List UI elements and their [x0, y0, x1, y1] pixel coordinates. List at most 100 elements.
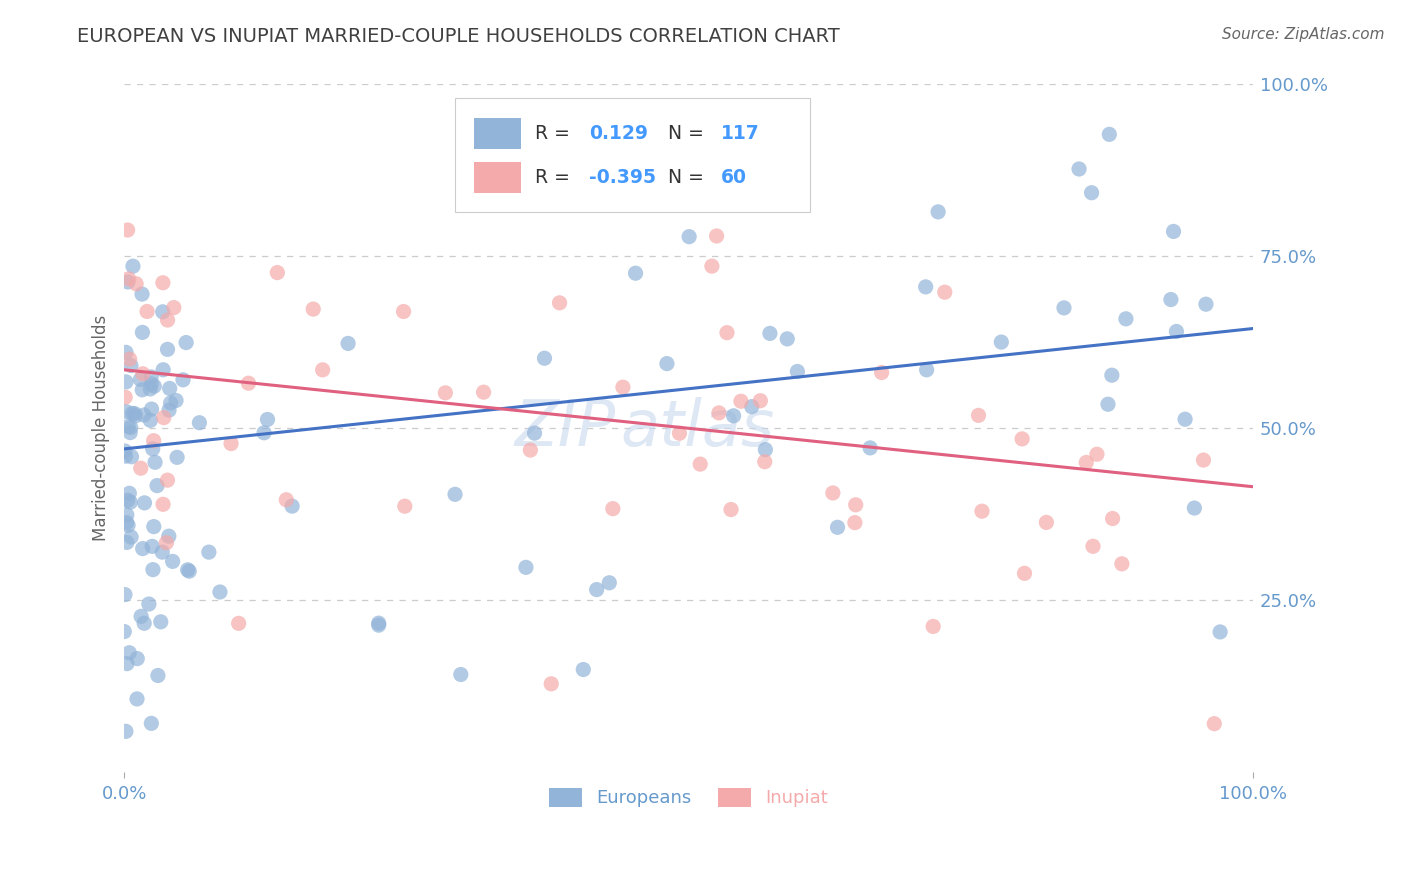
Point: [179, 564, 201, 578]
Point: [131, 326, 153, 340]
Text: 117: 117: [721, 125, 761, 144]
Point: [1160, 293, 1182, 307]
Point: [163, 301, 186, 315]
Point: [1101, 368, 1123, 383]
Point: [1209, 624, 1232, 639]
Text: R =: R =: [536, 168, 576, 186]
Point: [716, 326, 738, 340]
Point: [1081, 539, 1104, 553]
Point: [844, 516, 866, 530]
Point: [136, 304, 159, 318]
Point: [1182, 501, 1205, 516]
Point: [166, 450, 188, 465]
Point: [311, 363, 333, 377]
Point: [152, 410, 174, 425]
Point: [156, 473, 179, 487]
Point: [367, 618, 389, 632]
Point: [668, 426, 690, 441]
Point: [1097, 397, 1119, 411]
Point: [689, 457, 711, 471]
Point: [125, 692, 148, 706]
Text: N =: N =: [668, 125, 710, 144]
Point: [859, 441, 882, 455]
Point: [967, 409, 990, 423]
Point: [162, 554, 184, 568]
Point: [741, 400, 763, 414]
Point: [450, 667, 472, 681]
Point: [1098, 128, 1121, 142]
Point: [585, 582, 607, 597]
Text: atlas: atlas: [621, 397, 775, 459]
Point: [922, 619, 945, 633]
Point: [142, 434, 165, 448]
Point: [720, 502, 742, 516]
Text: -0.395: -0.395: [589, 168, 657, 186]
Point: [515, 560, 537, 574]
Point: [827, 520, 849, 534]
Point: [786, 364, 808, 378]
Point: [141, 716, 163, 731]
Point: [152, 497, 174, 511]
Point: [276, 492, 298, 507]
Point: [1067, 161, 1090, 176]
Point: [157, 529, 180, 543]
Text: EUROPEAN VS INUPIAT MARRIED-COUPLE HOUSEHOLDS CORRELATION CHART: EUROPEAN VS INUPIAT MARRIED-COUPLE HOUSE…: [77, 27, 839, 45]
Point: [114, 588, 136, 602]
Point: [115, 516, 138, 530]
Point: [131, 287, 153, 301]
Point: [572, 663, 595, 677]
Point: [219, 436, 242, 450]
Point: [143, 379, 166, 393]
Y-axis label: Married-couple Households: Married-couple Households: [93, 315, 110, 541]
Point: [141, 540, 163, 554]
Point: [723, 409, 745, 423]
Point: [142, 442, 165, 456]
Point: [208, 585, 231, 599]
Point: [115, 657, 138, 671]
Point: [131, 383, 153, 397]
Point: [134, 616, 156, 631]
Point: [156, 343, 179, 357]
Point: [120, 359, 142, 373]
Point: [1011, 432, 1033, 446]
Point: [678, 229, 700, 244]
Point: [129, 609, 152, 624]
Text: 0.129: 0.129: [589, 125, 648, 144]
Point: [1035, 516, 1057, 530]
Point: [157, 403, 180, 417]
Point: [228, 616, 250, 631]
Text: 60: 60: [721, 168, 747, 186]
Point: [174, 335, 197, 350]
Point: [707, 406, 730, 420]
Point: [165, 393, 187, 408]
Point: [117, 518, 139, 533]
Point: [548, 296, 571, 310]
Point: [117, 493, 139, 508]
Point: [821, 486, 844, 500]
Point: [152, 305, 174, 319]
Point: [394, 499, 416, 513]
Point: [152, 363, 174, 377]
Point: [1076, 455, 1098, 469]
Point: [139, 370, 162, 384]
Point: [434, 385, 457, 400]
Point: [1085, 447, 1108, 461]
Point: [114, 449, 136, 463]
Point: [172, 373, 194, 387]
Point: [129, 372, 152, 386]
Point: [115, 508, 138, 522]
Point: [749, 393, 772, 408]
Point: [122, 259, 145, 273]
Point: [845, 498, 868, 512]
FancyBboxPatch shape: [474, 161, 522, 193]
Point: [143, 455, 166, 469]
Point: [120, 420, 142, 434]
Point: [444, 487, 467, 501]
Text: ZIP: ZIP: [515, 397, 616, 459]
Point: [281, 499, 304, 513]
Point: [117, 272, 139, 286]
Point: [134, 496, 156, 510]
Point: [127, 651, 149, 665]
Point: [120, 425, 142, 440]
Point: [392, 304, 415, 318]
